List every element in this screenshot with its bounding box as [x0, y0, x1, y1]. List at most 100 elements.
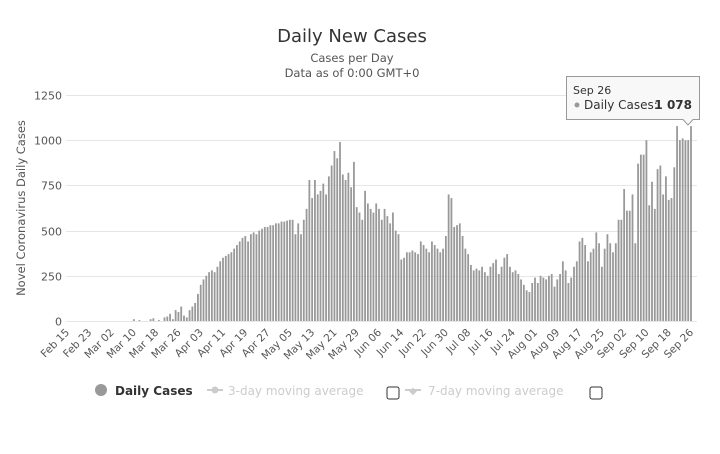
- bar[interactable]: [213, 272, 216, 321]
- bar[interactable]: [511, 272, 514, 321]
- bar[interactable]: [366, 203, 369, 321]
- bar[interactable]: [216, 266, 219, 321]
- bar[interactable]: [570, 277, 573, 321]
- bar[interactable]: [503, 257, 506, 321]
- bar[interactable]: [667, 199, 670, 321]
- bar[interactable]: [628, 210, 631, 321]
- bar[interactable]: [417, 254, 419, 321]
- bar[interactable]: [475, 268, 478, 321]
- bar[interactable]: [425, 248, 428, 321]
- bar[interactable]: [433, 245, 436, 321]
- bar[interactable]: [690, 126, 692, 321]
- bar[interactable]: [444, 236, 447, 321]
- bar[interactable]: [358, 212, 361, 321]
- bar[interactable]: [670, 198, 673, 321]
- bar[interactable]: [514, 270, 517, 321]
- bar[interactable]: [283, 221, 286, 321]
- bar[interactable]: [509, 266, 511, 321]
- bar[interactable]: [333, 151, 336, 321]
- bar[interactable]: [464, 248, 467, 321]
- bar[interactable]: [564, 270, 567, 321]
- bar[interactable]: [414, 252, 417, 321]
- bar[interactable]: [542, 277, 545, 321]
- bar[interactable]: [300, 234, 302, 321]
- bar[interactable]: [132, 319, 135, 321]
- bar[interactable]: [288, 219, 291, 321]
- bar[interactable]: [673, 167, 676, 321]
- bar[interactable]: [428, 252, 431, 321]
- bar[interactable]: [224, 255, 227, 321]
- bar[interactable]: [631, 194, 634, 321]
- bar[interactable]: [319, 190, 322, 321]
- bar[interactable]: [280, 221, 283, 321]
- bar[interactable]: [238, 241, 241, 321]
- bar[interactable]: [291, 219, 294, 321]
- bar[interactable]: [614, 243, 617, 321]
- bar[interactable]: [405, 252, 408, 321]
- bar[interactable]: [244, 236, 247, 321]
- bar[interactable]: [567, 283, 570, 321]
- bar[interactable]: [263, 226, 266, 321]
- bar[interactable]: [472, 270, 475, 321]
- bar[interactable]: [623, 189, 626, 321]
- bar[interactable]: [205, 275, 208, 321]
- bar[interactable]: [458, 223, 461, 321]
- bar[interactable]: [520, 279, 522, 321]
- bar[interactable]: [230, 252, 233, 321]
- 3-day-average-checkbox[interactable]: [386, 386, 400, 400]
- bar[interactable]: [639, 154, 642, 321]
- bar[interactable]: [185, 317, 188, 321]
- bar[interactable]: [467, 254, 470, 321]
- bar[interactable]: [419, 241, 422, 321]
- bar[interactable]: [411, 250, 414, 321]
- bar[interactable]: [297, 223, 300, 321]
- bar[interactable]: [687, 140, 690, 321]
- bar[interactable]: [344, 179, 347, 321]
- bar[interactable]: [389, 223, 392, 321]
- bar[interactable]: [642, 154, 645, 321]
- bar[interactable]: [277, 223, 280, 321]
- bar[interactable]: [553, 286, 556, 321]
- bar[interactable]: [261, 228, 263, 321]
- bar[interactable]: [589, 252, 592, 321]
- bar[interactable]: [305, 208, 308, 321]
- legend-daily-cases[interactable]: Daily Cases: [95, 384, 193, 398]
- bar[interactable]: [327, 176, 330, 321]
- bar[interactable]: [606, 234, 609, 321]
- bar[interactable]: [197, 293, 199, 321]
- bar[interactable]: [653, 208, 656, 321]
- bar[interactable]: [648, 205, 651, 321]
- 7-day-average-checkbox[interactable]: [589, 386, 603, 400]
- bar[interactable]: [617, 219, 620, 321]
- bar[interactable]: [603, 248, 606, 321]
- bar[interactable]: [450, 198, 453, 321]
- bar[interactable]: [531, 283, 534, 321]
- bar[interactable]: [174, 310, 177, 321]
- bar[interactable]: [492, 263, 495, 321]
- bar[interactable]: [587, 261, 589, 321]
- legend-3-day-average[interactable]: 3-day moving average: [207, 384, 363, 398]
- bar[interactable]: [177, 311, 180, 321]
- bar[interactable]: [609, 243, 612, 321]
- legend-7-day-average[interactable]: ◆ 7-day moving average: [405, 384, 563, 398]
- bar[interactable]: [171, 319, 174, 321]
- bar[interactable]: [210, 270, 213, 321]
- bar[interactable]: [308, 179, 311, 321]
- bar[interactable]: [528, 292, 531, 321]
- bar[interactable]: [584, 245, 587, 321]
- bar[interactable]: [534, 277, 536, 321]
- bar[interactable]: [236, 245, 238, 321]
- bar[interactable]: [681, 138, 684, 321]
- bar[interactable]: [233, 248, 236, 321]
- bar[interactable]: [598, 243, 600, 321]
- bar[interactable]: [600, 266, 603, 321]
- bar[interactable]: [353, 161, 355, 321]
- bar[interactable]: [545, 279, 548, 321]
- bar[interactable]: [550, 273, 553, 321]
- bar[interactable]: [392, 212, 394, 321]
- bar[interactable]: [311, 198, 314, 321]
- bar[interactable]: [595, 232, 598, 321]
- bar[interactable]: [266, 226, 269, 321]
- bar[interactable]: [539, 275, 542, 321]
- bar[interactable]: [497, 273, 500, 321]
